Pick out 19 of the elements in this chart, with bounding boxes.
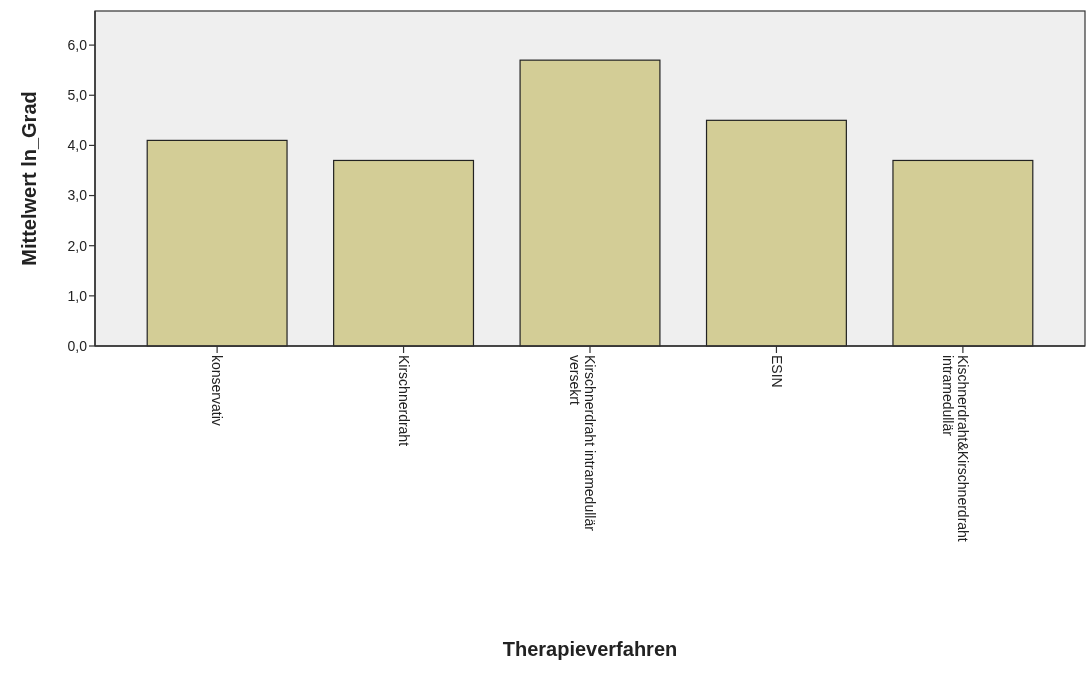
y-tick-label: 1,0 [67, 287, 88, 304]
y-tick-label: 4,0 [67, 137, 88, 154]
bar [519, 59, 661, 347]
bar [892, 159, 1034, 347]
x-tick-label: Kirschnerdraht intramedullär versekrt [566, 355, 599, 532]
x-tick-label: Kirschnerdraht [395, 355, 412, 447]
bar [333, 159, 475, 347]
y-tick-label: 2,0 [67, 237, 88, 254]
y-tick-label: 5,0 [67, 87, 88, 104]
bar [705, 119, 847, 347]
x-axis-title: Therapieverfahren [502, 638, 678, 660]
x-tick-label: konservativ [209, 355, 226, 426]
y-tick-label: 3,0 [67, 187, 88, 204]
x-tick-label: Kischnerdraht&Kirschnerdraht intramedullär [939, 355, 971, 542]
y-tick-label: 6,0 [67, 37, 88, 53]
x-tick-label: ESIN [768, 355, 785, 388]
bar [146, 139, 288, 347]
y-tick-label: 0,0 [67, 337, 88, 354]
y-axis-title: Mittelwert ln_Grad [18, 91, 40, 266]
